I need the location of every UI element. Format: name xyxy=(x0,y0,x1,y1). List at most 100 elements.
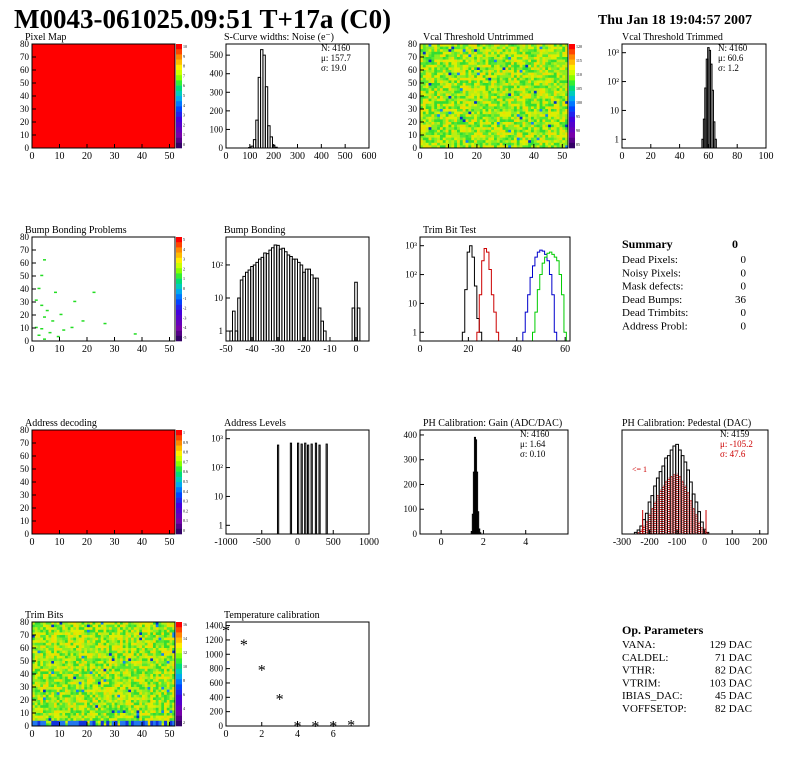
heatmap-cell xyxy=(155,697,159,701)
heatmap-cell xyxy=(32,720,36,726)
heatmap-cell xyxy=(40,640,44,644)
heatmap-cell xyxy=(479,70,483,73)
heatmap-cell xyxy=(100,715,104,719)
heatmap-cell xyxy=(70,720,74,726)
heatmap-cell xyxy=(462,127,466,131)
heatmap-cell xyxy=(100,627,104,631)
heatmap-cell xyxy=(496,114,500,118)
heatmap-cell xyxy=(117,705,121,709)
heatmap-cell xyxy=(465,80,469,84)
heatmap-cell xyxy=(76,694,80,698)
heatmap-cell xyxy=(153,668,157,672)
heatmap-cell xyxy=(106,642,110,646)
heatmap-cell xyxy=(422,101,426,105)
heatmap-cell xyxy=(111,700,115,703)
heatmap-cell xyxy=(488,145,492,149)
heatmap-cell xyxy=(519,137,523,141)
heatmap-cell xyxy=(100,671,104,675)
heatmap-cell xyxy=(122,622,126,625)
heatmap-cell xyxy=(545,96,549,99)
heatmap-cell xyxy=(51,655,55,659)
heatmap-cell xyxy=(111,705,115,709)
heatmap-cell xyxy=(65,684,69,688)
heatmap-cell xyxy=(422,119,426,123)
heatmap-cell xyxy=(474,122,478,125)
heatmap-cell xyxy=(474,46,478,50)
heatmap-cell xyxy=(133,661,137,664)
heatmap-cell xyxy=(131,689,135,693)
chart-title: Address decoding xyxy=(25,418,97,429)
heatmap-cell xyxy=(67,622,71,625)
heatmap-cell xyxy=(485,83,489,86)
heatmap-cell xyxy=(542,132,546,136)
x-tick-label: 10 xyxy=(55,729,65,740)
heatmap-cell xyxy=(496,62,500,66)
heatmap-cell xyxy=(142,676,146,680)
heatmap-cell xyxy=(98,666,102,670)
heatmap-cell xyxy=(505,122,509,125)
heatmap-cell xyxy=(525,67,529,71)
heatmap-cell xyxy=(164,666,168,670)
heatmap-cell xyxy=(434,142,438,146)
heatmap-cell xyxy=(522,72,526,76)
heatmap-cell xyxy=(491,54,495,58)
heatmap-cell xyxy=(78,692,82,696)
heatmap-cell xyxy=(133,645,137,649)
heatmap-cell xyxy=(505,106,509,110)
heatmap-cell xyxy=(485,124,489,128)
heatmap-cell xyxy=(494,127,498,131)
heatmap-cell xyxy=(513,57,518,60)
heatmap-cell xyxy=(474,75,478,79)
y-tick-label: 50 xyxy=(20,656,30,666)
heatmap-cell xyxy=(81,679,85,683)
heatmap-cell xyxy=(95,629,99,633)
heatmap-cell xyxy=(87,676,91,680)
y-tick-label: 20 xyxy=(20,695,30,705)
heatmap-cell xyxy=(43,679,47,683)
heatmap-cell xyxy=(48,666,52,670)
heatmap-cell xyxy=(454,90,458,94)
heatmap-cell xyxy=(428,122,432,125)
heatmap-cell xyxy=(92,648,96,651)
heatmap-cell xyxy=(92,684,96,688)
heatmap-cell xyxy=(125,658,129,662)
heatmap-cell xyxy=(56,650,60,654)
heatmap-cell xyxy=(474,54,478,58)
heatmap-cell xyxy=(73,653,77,657)
heatmap-cell xyxy=(73,655,77,659)
heatmap-cell xyxy=(428,96,432,99)
heatmap-cell xyxy=(131,674,135,677)
stats-line: N: 4160 xyxy=(520,429,550,439)
heatmap-cell xyxy=(98,642,102,646)
heatmap-cell xyxy=(169,627,173,631)
heatmap-cell xyxy=(476,80,481,84)
palette-swatch xyxy=(176,689,182,696)
heatmap-cell xyxy=(420,80,424,84)
heatmap-cell xyxy=(48,658,52,662)
heatmap-cell xyxy=(150,689,154,693)
heatmap-cell xyxy=(420,93,424,97)
heatmap-cell xyxy=(513,106,518,110)
x-tick-label: 0 xyxy=(354,344,359,355)
heatmap-cell xyxy=(485,140,489,144)
heatmap-cell xyxy=(153,689,157,693)
heatmap-cell xyxy=(122,637,126,641)
heatmap-cell xyxy=(491,62,495,66)
heatmap-cell xyxy=(508,129,512,133)
heatmap-cell xyxy=(451,116,455,120)
heatmap-cell xyxy=(519,142,523,146)
heatmap-cell xyxy=(111,689,115,693)
heatmap-cell xyxy=(106,681,110,685)
heatmap-cell xyxy=(125,650,129,654)
heatmap-cell xyxy=(462,59,466,63)
palette-swatch xyxy=(176,268,182,274)
heatmap-cell xyxy=(128,694,132,698)
heatmap-cell xyxy=(169,653,173,657)
heatmap-cell xyxy=(147,705,151,709)
heatmap-cell xyxy=(120,700,124,703)
heatmap-cell xyxy=(87,715,91,719)
heatmap-cell xyxy=(465,88,469,92)
heatmap-cell xyxy=(153,635,157,638)
heatmap-cell xyxy=(474,119,478,123)
heatmap-cell xyxy=(491,127,495,131)
